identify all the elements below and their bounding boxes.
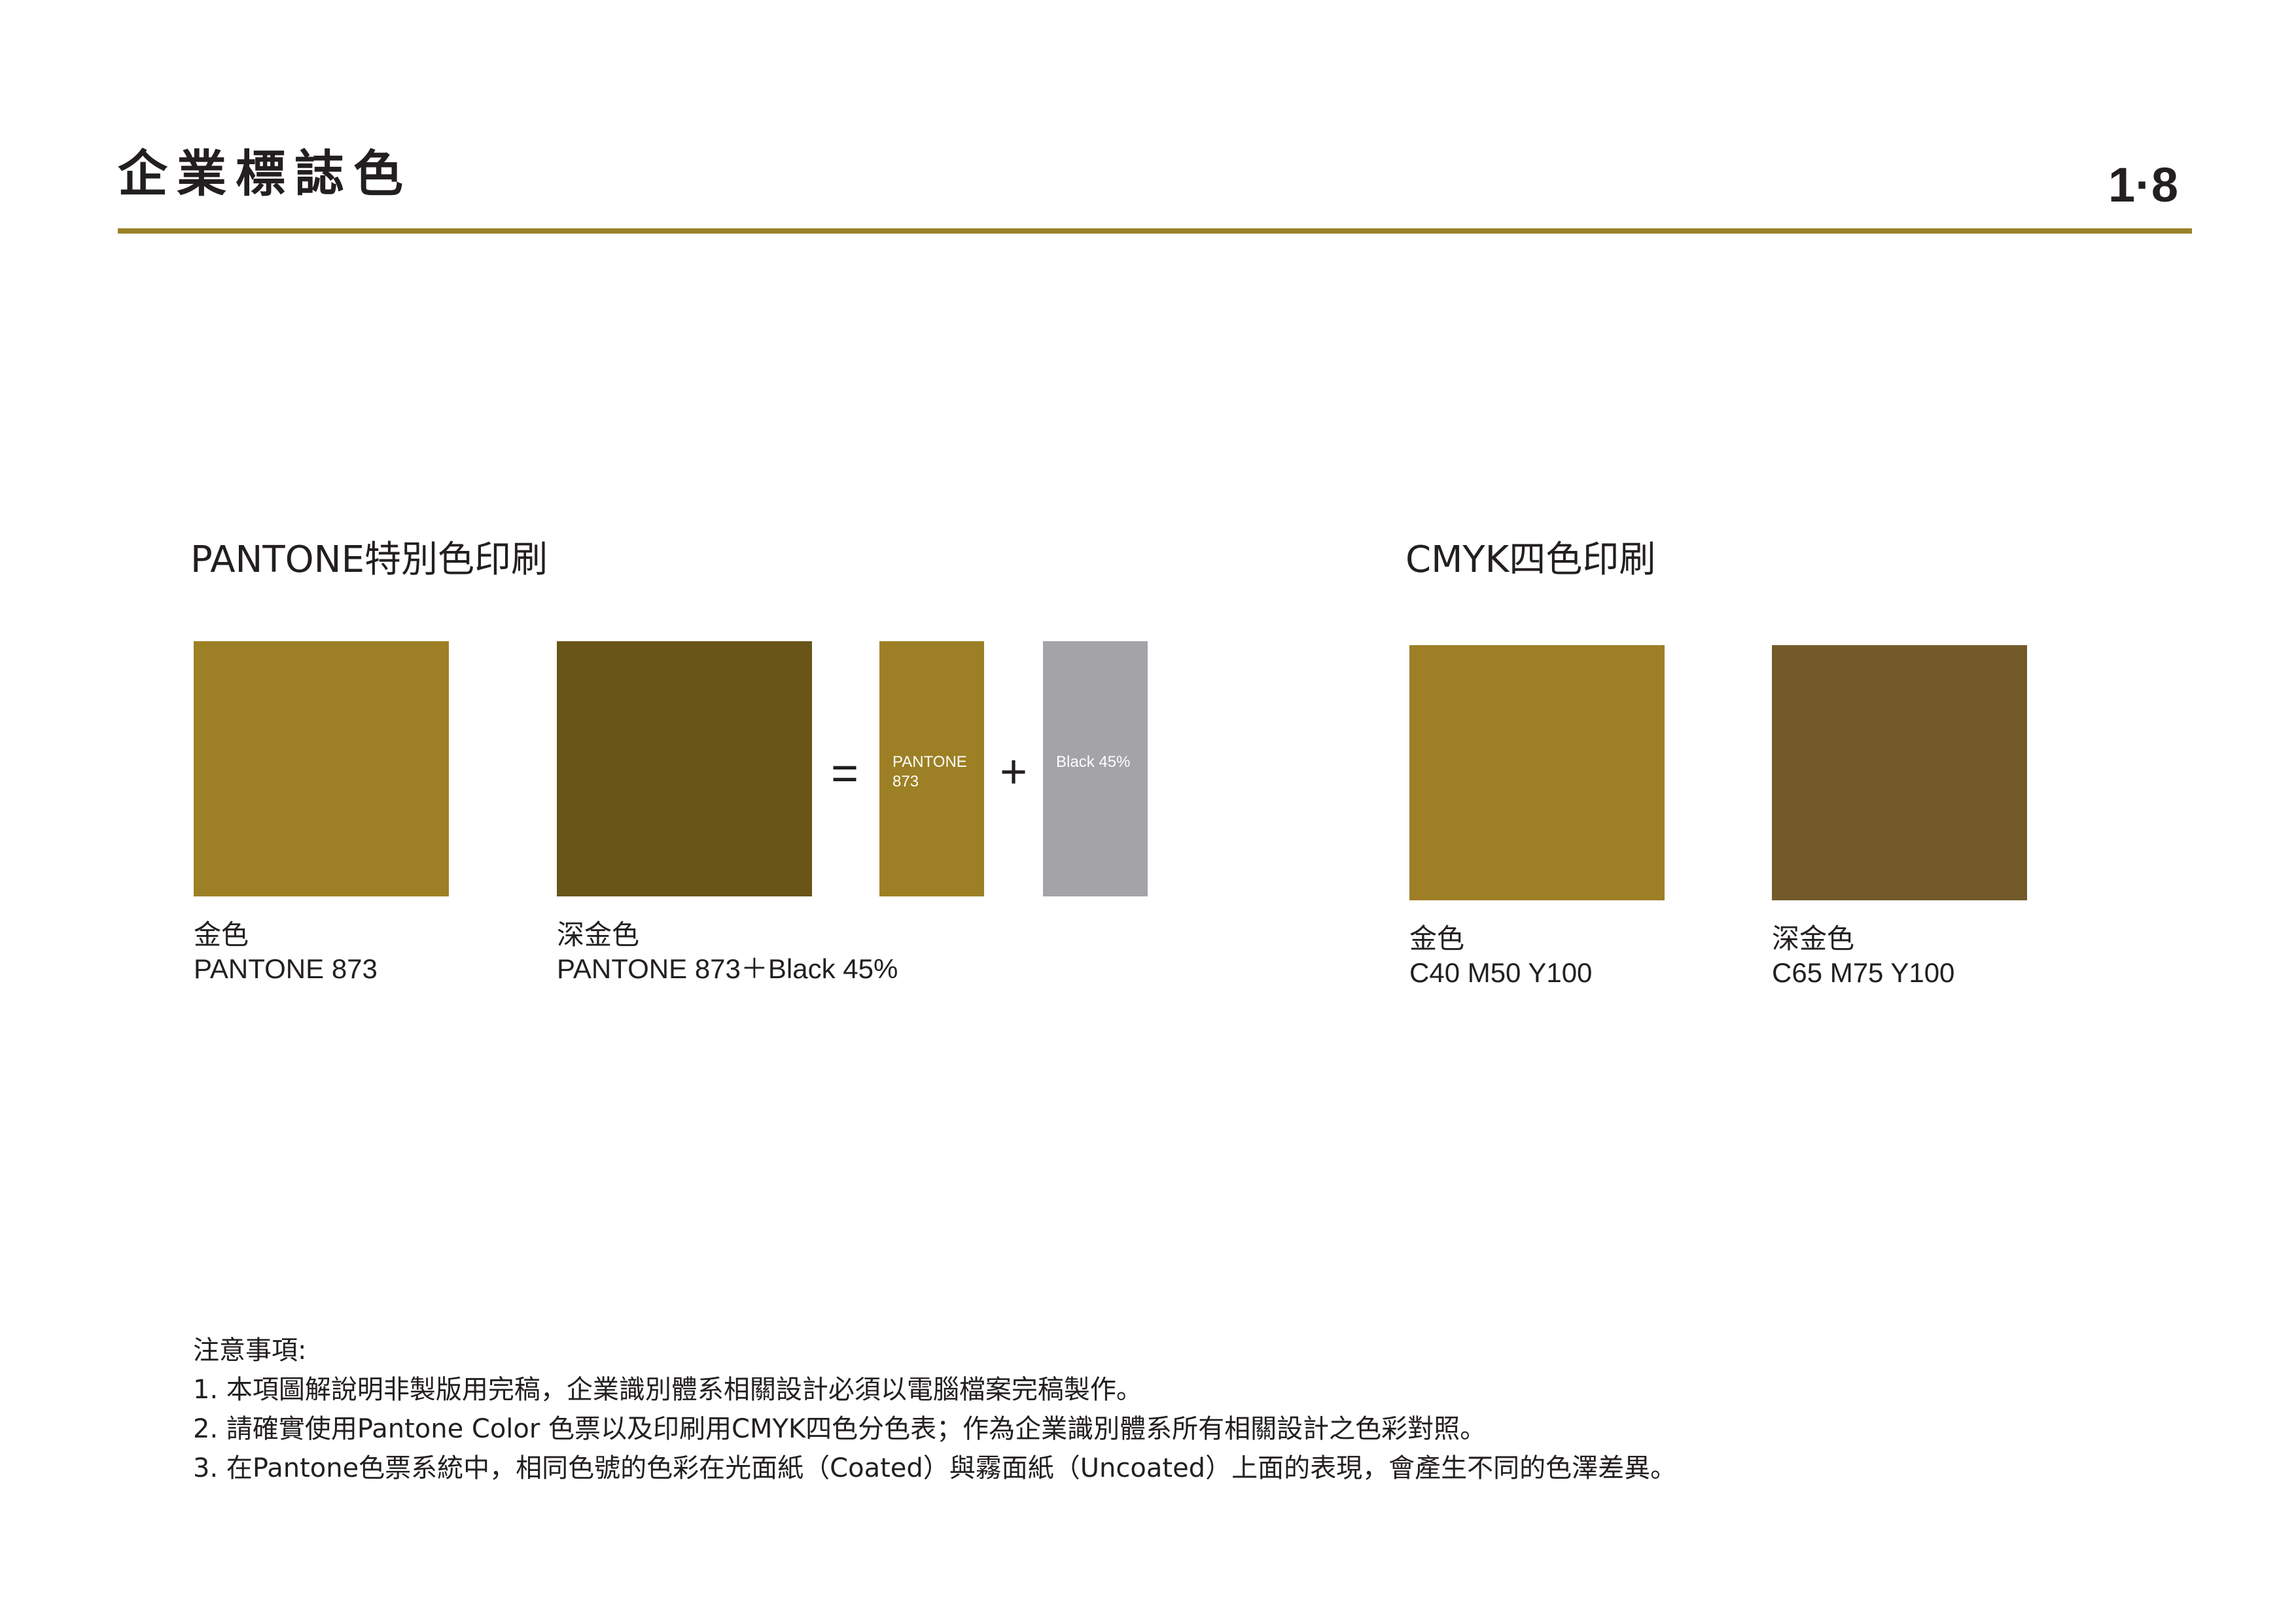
equals-sign: = — [831, 747, 859, 800]
cmyk-dark-gold-caption: 深金色 C65 M75 Y100 — [1772, 922, 1954, 990]
cmyk-gold-caption: 金色 C40 M50 Y100 — [1409, 922, 1592, 990]
pantone-dark-gold-name: 深金色 — [557, 919, 640, 951]
notes-title: 注意事項: — [193, 1335, 307, 1366]
cmyk-dark-gold-name: 深金色 — [1772, 923, 1855, 955]
pantone-gold-caption: 金色 PANTONE 873 — [194, 918, 378, 986]
cmyk-gold-swatch — [1409, 645, 1665, 900]
cmyk-gold-spec: C40 M50 Y100 — [1409, 957, 1593, 988]
plus-sign: + — [1000, 746, 1028, 798]
pantone-section-heading: PANTONE特別色印刷 — [190, 538, 548, 581]
page-number: 1·8 — [2108, 158, 2178, 212]
pantone-dark-gold-swatch — [557, 641, 812, 896]
pantone-gold-spec: PANTONE 873 — [194, 953, 378, 984]
pantone-gold-swatch — [194, 641, 449, 896]
pantone-gold-name: 金色 — [194, 919, 249, 951]
cmyk-gold-name: 金色 — [1409, 923, 1465, 955]
header-rule — [118, 228, 2192, 234]
note-item: 1. 本項圖解說明非製版用完稿，企業識別體系相關設計必須以電腦檔案完稿製作。 — [193, 1375, 1142, 1405]
notes: 注意事項: 1. 本項圖解說明非製版用完稿，企業識別體系相關設計必須以電腦檔案完… — [193, 1331, 1676, 1488]
pantone-dark-gold-spec: PANTONE 873＋Black 45% — [557, 953, 898, 984]
formula-black45-label: Black 45% — [1056, 753, 1131, 771]
note-item: 3. 在Pantone色票系統中，相同色號的色彩在光面紙（Coated）與霧面紙… — [193, 1453, 1677, 1483]
note-item: 2. 請確實使用Pantone Color 色票以及印刷用CMYK四色分色表；作… — [193, 1414, 1487, 1444]
formula-black45-swatch: Black 45% — [1043, 641, 1148, 896]
cmyk-dark-gold-spec: C65 M75 Y100 — [1772, 957, 1955, 988]
formula-pantone-label: PANTONE 873 — [892, 753, 967, 790]
pantone-dark-gold-caption: 深金色 PANTONE 873＋Black 45% — [557, 918, 898, 986]
cmyk-dark-gold-swatch — [1772, 645, 2027, 900]
page-title: 企業標誌色 — [118, 145, 412, 203]
cmyk-section-heading: CMYK四色印刷 — [1405, 538, 1656, 581]
formula-pantone-swatch: PANTONE 873 — [879, 641, 984, 896]
